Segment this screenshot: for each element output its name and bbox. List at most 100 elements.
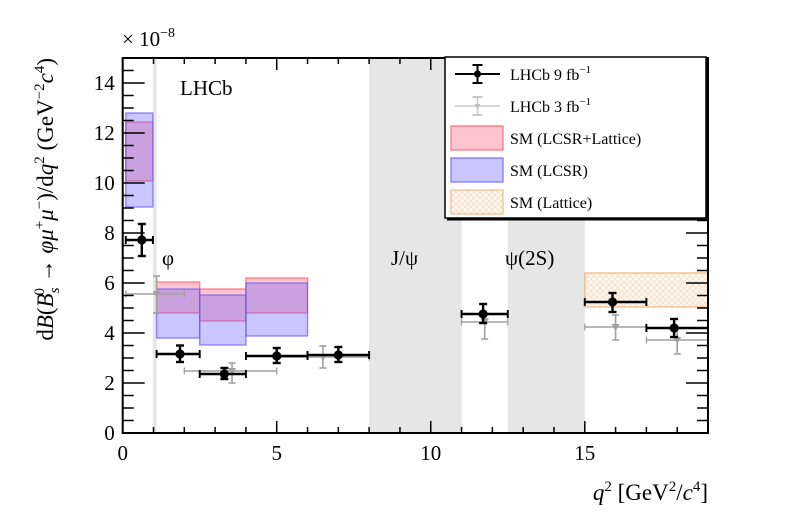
ylabel-mu: μ: [33, 229, 58, 242]
xlabel-q: q: [593, 480, 605, 505]
legend-label: SM (LCSR+Lattice): [510, 131, 641, 148]
x-tick-label: 10: [420, 441, 441, 465]
y-axis-multiplier: × 10−8: [122, 26, 175, 51]
marker-triangle: [611, 324, 620, 331]
y-tick-label: 2: [104, 371, 115, 395]
x-tick-label: 0: [117, 441, 128, 465]
veto-label-phi: φ: [162, 246, 174, 270]
ylabel-c: c: [33, 73, 58, 83]
ylabel-q: q: [33, 164, 58, 176]
marker-circle: [478, 309, 488, 319]
lhcb-9fb-point-1: [155, 344, 201, 364]
band-sm-lcsr--2: [199, 294, 247, 346]
sm-bands: [125, 112, 709, 346]
x-tick-label: 15: [574, 441, 595, 465]
ylabel-sup: 2: [32, 156, 48, 164]
ylabel-B: B: [33, 315, 58, 329]
marker-triangle: [673, 337, 682, 344]
legend-marker-triangle: [474, 104, 481, 109]
xlabel-slash: /: [676, 480, 683, 505]
marker-circle: [272, 351, 282, 361]
legend-label: LHCb 9 fb−1: [510, 64, 591, 84]
veto-region-0: [152, 58, 157, 433]
marker-circle: [175, 349, 185, 359]
legend-entry-3: SM (LCSR): [450, 157, 588, 183]
marker-circle: [333, 350, 343, 360]
lhcb-3fb-point-0: [125, 275, 185, 314]
lhcb-3fb-point-3: [460, 318, 509, 340]
y-tick-label: 4: [104, 321, 115, 345]
legend-label-sup: −1: [579, 96, 591, 108]
marker-triangle: [152, 291, 161, 298]
lhcb-9fb-point-3: [244, 346, 309, 365]
xlabel-c: c: [683, 480, 693, 505]
lhcb-9fb-point-0: [124, 222, 154, 258]
y-tick-label: 12: [94, 121, 115, 145]
lhcb-3fb-point-4: [584, 314, 648, 341]
lhcb-9fb-point-4: [306, 345, 371, 364]
legend-label-main: LHCb 9 fb: [510, 67, 579, 84]
ylabel-sup: −: [32, 201, 48, 209]
band-sm-lcsr--3: [245, 282, 309, 337]
band-sm-lcsr--1: [155, 288, 201, 339]
marker-circle: [219, 369, 229, 379]
marker-circle: [137, 235, 147, 245]
ylabel-mu: μ: [33, 209, 58, 222]
legend-entry-4: SM (Lattice): [450, 189, 592, 215]
xlabel-sup: 2: [669, 479, 677, 495]
veto-label-jpsi: J/ψ: [391, 246, 418, 270]
annotations: LHCb φ J/ψ ψ(2S): [162, 76, 554, 270]
multiplier-exponent: −8: [160, 26, 175, 41]
ylabel-end: ): [33, 58, 58, 66]
multiplier-base: × 10: [122, 27, 160, 51]
y-tick-label: 6: [104, 271, 115, 295]
y-tick-label: 14: [94, 71, 116, 95]
legend-marker-circle: [474, 70, 481, 78]
legend-entry-0: LHCb 9 fb−1: [455, 64, 591, 84]
legend-swatch: [450, 157, 504, 183]
veto-label-psi2s: ψ(2S): [505, 246, 554, 270]
ylabel-arrow: →: [33, 254, 58, 289]
y-tick-label: 8: [104, 221, 115, 245]
lhcb-9fb-point-6: [583, 291, 648, 314]
ylabel-d: d: [33, 329, 58, 341]
ylabel-sub: s: [47, 287, 63, 293]
marker-circle: [607, 297, 618, 307]
data-points: [124, 222, 709, 384]
ylabel-open: (: [33, 307, 58, 315]
experiment-label: LHCb: [180, 76, 233, 100]
legend-label: LHCb 3 fb−1: [510, 96, 591, 116]
xlabel-unit: [GeV: [612, 480, 669, 505]
xlabel-end: ]: [700, 480, 708, 505]
legend-label: SM (Lattice): [510, 195, 592, 212]
y-tick-label: 0: [104, 421, 115, 445]
marker-circle: [669, 323, 679, 333]
y-tick-label: 10: [94, 171, 115, 195]
legend-entry-1: LHCb 3 fb−1: [455, 96, 591, 116]
ylabel-phi: φ: [33, 241, 58, 254]
ylabel-units: (GeV: [33, 99, 58, 156]
lhcb-3fb-point-5: [645, 327, 709, 355]
ylabel-close: )/d: [33, 175, 58, 201]
xlabel-sup: 2: [604, 479, 612, 495]
legend-label: SM (LCSR): [510, 163, 588, 180]
x-axis-title: q2 [GeV2/c4]: [593, 479, 708, 505]
ylabel-sup: +: [32, 221, 48, 229]
legend-label-main: LHCb 3 fb: [510, 99, 579, 116]
y-axis-title: dB(Bs0 → φμ+μ−)/dq2 (GeV−2c4): [32, 58, 63, 341]
legend-swatch: [450, 189, 504, 215]
legend-label-sup: −1: [579, 64, 591, 76]
xlabel-sup: 4: [693, 479, 701, 495]
marker-triangle: [228, 368, 237, 375]
lhcb-9fb-point-5: [460, 302, 509, 325]
band-sm-lcsr--0: [125, 112, 154, 208]
lhcb-9fb-point-2: [198, 366, 247, 381]
ylabel-sup: 0: [32, 288, 48, 296]
ylabel-sup: 4: [32, 65, 48, 73]
x-tick-label: 5: [271, 441, 282, 465]
legend-entry-2: SM (LCSR+Lattice): [450, 125, 641, 151]
ylabel-Bs: B: [33, 293, 58, 307]
legend-swatch: [450, 125, 504, 151]
